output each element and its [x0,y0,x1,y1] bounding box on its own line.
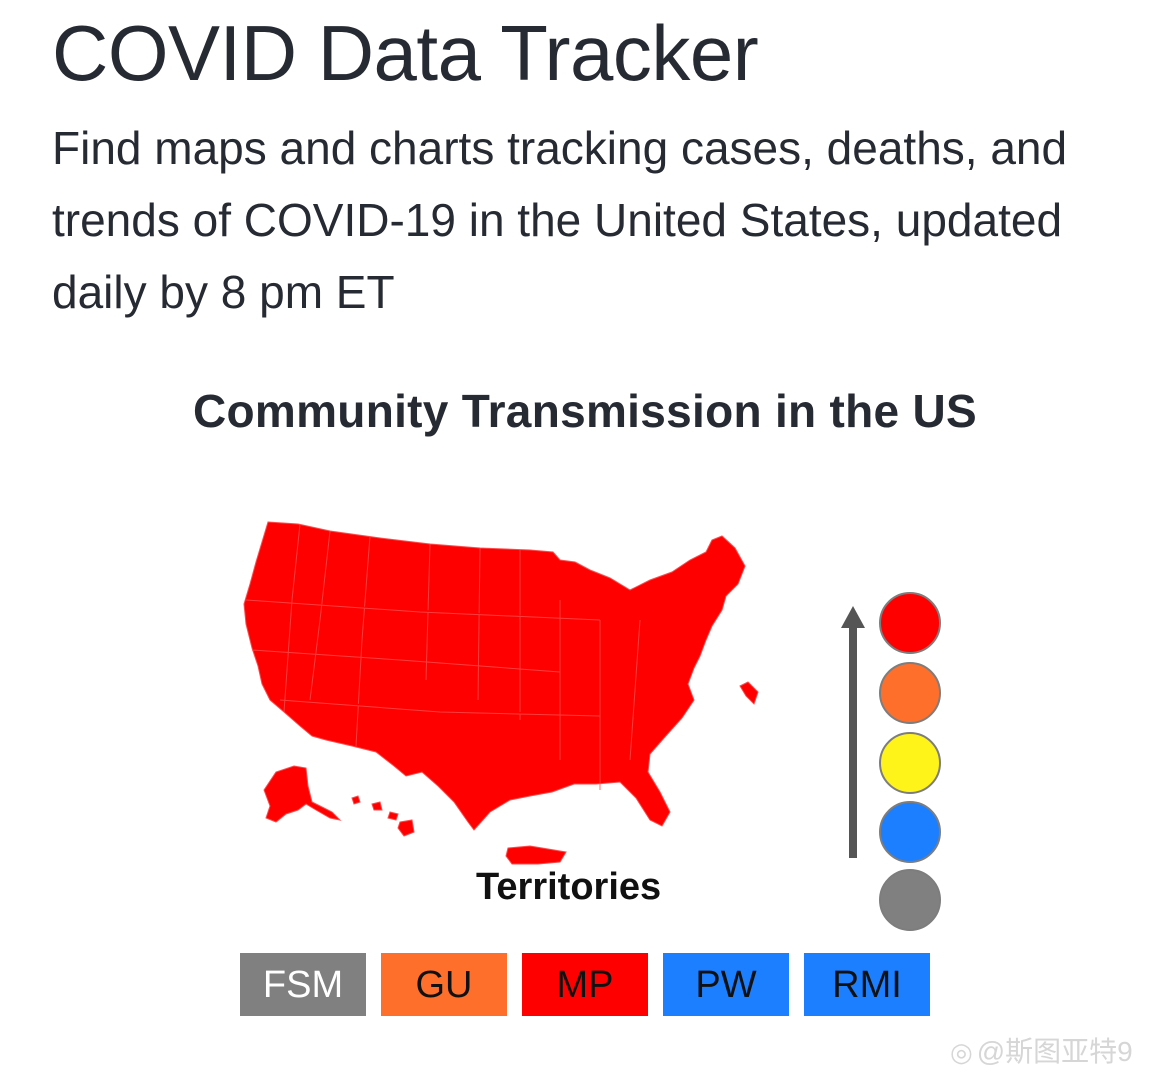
territory-rmi[interactable]: RMI [804,953,930,1016]
territories-label: Territories [476,866,662,908]
weibo-icon: ◎ [950,1037,973,1067]
territory-pw[interactable]: PW [663,953,789,1016]
legend-level-dot [879,662,941,724]
watermark: ◎ @斯图亚特9 [950,1036,1133,1067]
arrow-up-icon [841,606,865,858]
page-title: COVID Data Tracker [52,9,759,97]
alaska-shape[interactable] [263,765,342,823]
contiguous-us-shape[interactable] [243,521,746,831]
legend-level-dot [879,869,941,931]
map-title: Community Transmission in the US [192,385,978,437]
territory-gu[interactable]: GU [381,953,507,1016]
page-subtitle: Find maps and charts tracking cases, dea… [52,122,1068,318]
legend-level-dot [879,732,941,794]
state-borders [245,523,641,790]
hawaii-shape[interactable] [351,795,415,837]
legend-level-dot [879,801,941,863]
legend-level-dot [879,592,941,654]
territory-fsm[interactable]: FSM [240,953,366,1016]
territory-mp[interactable]: MP [522,953,648,1016]
puerto-rico-shape[interactable] [505,845,567,865]
island-shape[interactable] [739,681,759,705]
